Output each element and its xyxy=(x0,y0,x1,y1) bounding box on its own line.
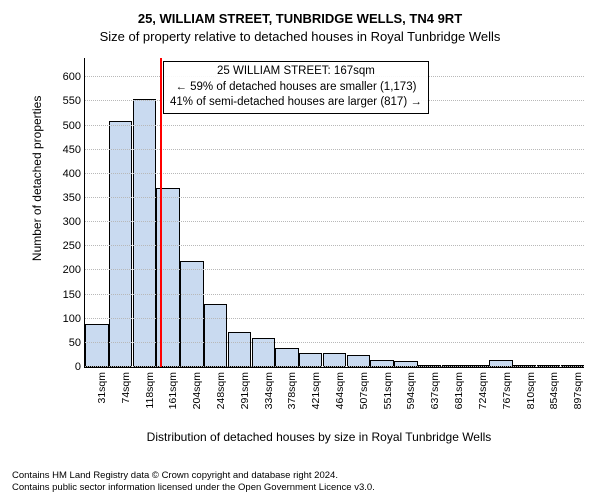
y-tick-label: 50 xyxy=(51,337,85,349)
reference-marker-line xyxy=(160,58,162,367)
x-tick-label: 74sqm xyxy=(120,372,132,404)
x-tick: 248sqm xyxy=(203,368,227,398)
x-tick-label: 897sqm xyxy=(572,372,584,409)
histogram-bar xyxy=(85,324,108,367)
x-tick: 767sqm xyxy=(489,368,513,398)
callout-line-2: ← 59% of detached houses are smaller (1,… xyxy=(170,80,422,96)
x-tick: 334sqm xyxy=(251,368,275,398)
x-tick-label: 810sqm xyxy=(525,372,537,409)
y-axis-label: Number of detached properties xyxy=(30,96,44,261)
callout-line-3: 41% of semi-detached houses are larger (… xyxy=(170,95,422,111)
callout-line-1: 25 WILLIAM STREET: 167sqm xyxy=(170,64,422,80)
x-tick: 464sqm xyxy=(322,368,346,398)
y-tick-label: 100 xyxy=(51,313,85,325)
histogram-bar xyxy=(133,99,156,367)
x-tick-label: 551sqm xyxy=(382,372,394,409)
x-tick-label: 507sqm xyxy=(358,372,370,409)
histogram-bar xyxy=(180,261,203,367)
y-tick-label: 300 xyxy=(51,216,85,228)
x-tick-label: 248sqm xyxy=(215,372,227,409)
x-tick-label: 724sqm xyxy=(477,372,489,409)
x-tick: 551sqm xyxy=(370,368,394,398)
histogram-bar xyxy=(275,348,298,367)
x-ticks: 31sqm74sqm118sqm161sqm204sqm248sqm291sqm… xyxy=(84,368,584,398)
x-tick-label: 681sqm xyxy=(453,372,465,409)
chart-title: 25, WILLIAM STREET, TUNBRIDGE WELLS, TN4… xyxy=(12,10,588,28)
x-tick-label: 464sqm xyxy=(334,372,346,409)
x-tick-label: 594sqm xyxy=(405,372,417,409)
callout-box: 25 WILLIAM STREET: 167sqm ← 59% of detac… xyxy=(163,61,429,114)
x-tick: 854sqm xyxy=(536,368,560,398)
x-tick-label: 31sqm xyxy=(96,372,108,404)
histogram-bar xyxy=(323,353,346,367)
y-tick-label: 250 xyxy=(51,240,85,252)
chart-subtitle: Size of property relative to detached ho… xyxy=(12,28,588,46)
x-tick: 507sqm xyxy=(346,368,370,398)
x-tick: 161sqm xyxy=(155,368,179,398)
histogram-bar xyxy=(204,304,227,367)
x-tick: 810sqm xyxy=(513,368,537,398)
footer-attribution: Contains HM Land Registry data © Crown c… xyxy=(12,470,375,494)
x-tick-label: 204sqm xyxy=(191,372,203,409)
y-tick-label: 150 xyxy=(51,289,85,301)
x-tick: 637sqm xyxy=(417,368,441,398)
histogram-bar xyxy=(228,332,251,367)
x-tick: 74sqm xyxy=(108,368,132,398)
y-tick-label: 550 xyxy=(51,95,85,107)
x-tick-label: 854sqm xyxy=(548,372,560,409)
y-tick-label: 450 xyxy=(51,144,85,156)
x-axis-label: Distribution of detached houses by size … xyxy=(147,430,492,444)
x-tick-label: 378sqm xyxy=(286,372,298,409)
y-tick-label: 0 xyxy=(51,361,85,373)
y-tick-label: 600 xyxy=(51,71,85,83)
x-tick: 681sqm xyxy=(441,368,465,398)
x-tick: 594sqm xyxy=(394,368,418,398)
footer-line-2: Contains public sector information licen… xyxy=(12,482,375,494)
footer-line-1: Contains HM Land Registry data © Crown c… xyxy=(12,470,375,482)
y-tick-label: 350 xyxy=(51,192,85,204)
x-tick: 724sqm xyxy=(465,368,489,398)
plot-zone: Number of detached properties 25 WILLIAM… xyxy=(54,58,584,398)
x-tick-label: 334sqm xyxy=(263,372,275,409)
histogram-bar xyxy=(299,353,322,367)
x-tick: 204sqm xyxy=(179,368,203,398)
histogram-bar xyxy=(109,121,132,367)
x-tick-label: 767sqm xyxy=(501,372,513,409)
y-tick-label: 200 xyxy=(51,264,85,276)
plot-area: 25 WILLIAM STREET: 167sqm ← 59% of detac… xyxy=(84,58,584,368)
y-tick-label: 500 xyxy=(51,120,85,132)
x-tick-label: 161sqm xyxy=(167,372,179,409)
y-tick-label: 400 xyxy=(51,168,85,180)
x-tick: 897sqm xyxy=(560,368,584,398)
x-tick-label: 637sqm xyxy=(429,372,441,409)
x-tick-label: 118sqm xyxy=(144,372,156,409)
x-tick-label: 421sqm xyxy=(310,372,322,409)
x-tick: 421sqm xyxy=(298,368,322,398)
x-tick: 118sqm xyxy=(132,368,156,398)
x-tick: 378sqm xyxy=(275,368,299,398)
x-tick: 291sqm xyxy=(227,368,251,398)
x-tick: 31sqm xyxy=(84,368,108,398)
x-tick-label: 291sqm xyxy=(239,372,251,409)
